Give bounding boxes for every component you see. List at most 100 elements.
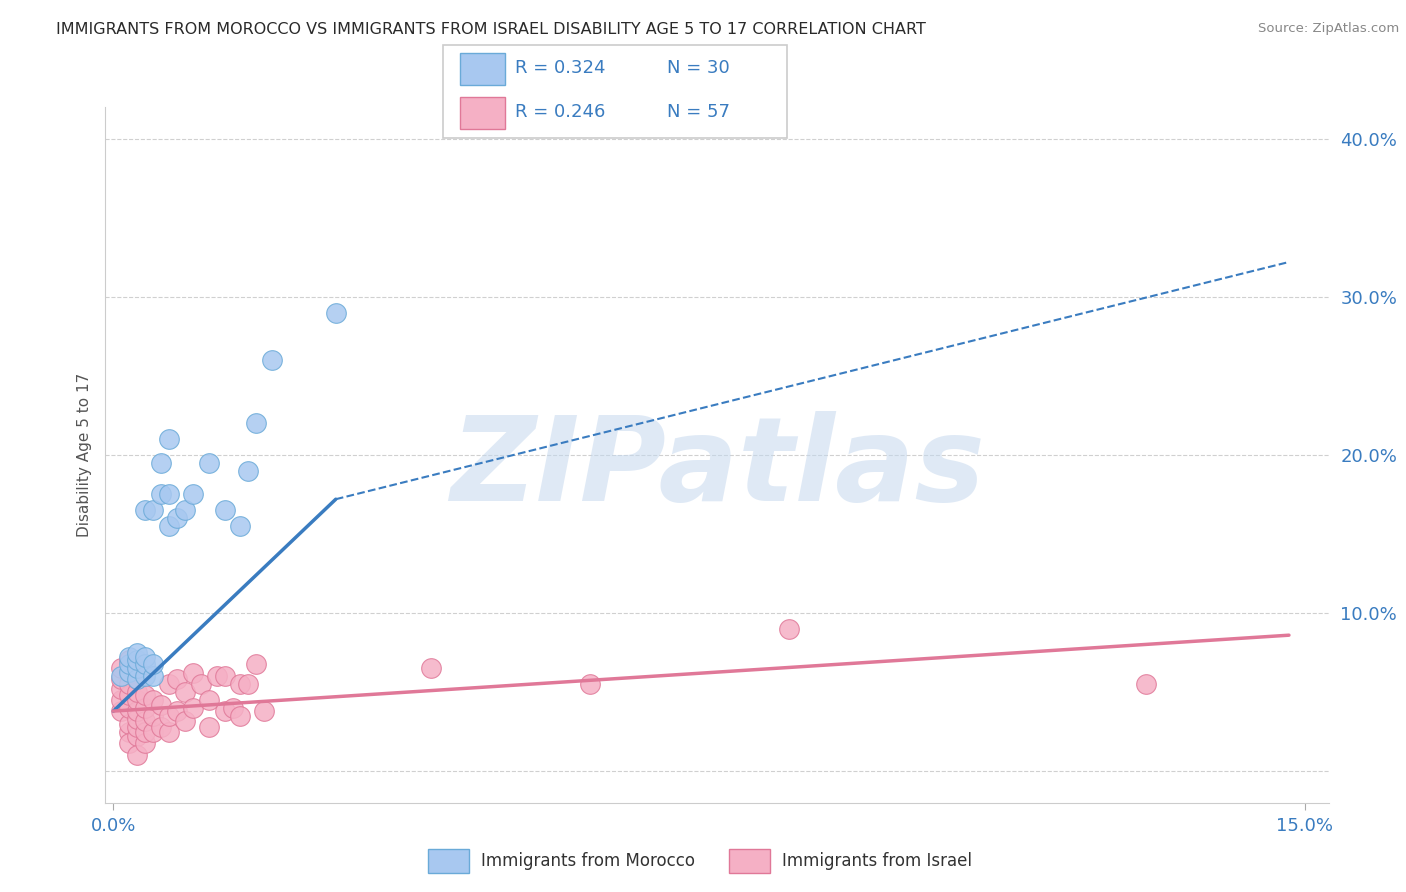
- Point: [118, 724, 141, 739]
- Text: Source: ZipAtlas.com: Source: ZipAtlas.com: [1258, 22, 1399, 36]
- Point: [134, 688, 156, 702]
- Point: [214, 669, 236, 683]
- Text: N = 30: N = 30: [666, 60, 730, 78]
- Point: [127, 693, 149, 707]
- Point: [229, 677, 252, 691]
- Text: N = 57: N = 57: [666, 103, 730, 121]
- Point: [150, 487, 173, 501]
- Point: [142, 724, 165, 739]
- Bar: [427, 849, 470, 873]
- Point: [142, 693, 165, 707]
- Point: [134, 657, 156, 671]
- Text: Immigrants from Morocco: Immigrants from Morocco: [481, 852, 695, 870]
- Point: [173, 685, 195, 699]
- Point: [127, 673, 149, 687]
- Point: [127, 646, 149, 660]
- FancyBboxPatch shape: [443, 45, 787, 138]
- Point: [127, 712, 149, 726]
- Point: [173, 503, 195, 517]
- Point: [229, 519, 252, 533]
- Point: [245, 417, 267, 431]
- Point: [142, 669, 165, 683]
- Point: [134, 724, 156, 739]
- Point: [197, 693, 219, 707]
- Point: [118, 701, 141, 715]
- Point: [253, 704, 276, 718]
- Point: [1135, 677, 1157, 691]
- Point: [134, 669, 156, 683]
- Bar: [460, 97, 505, 129]
- Point: [134, 736, 156, 750]
- Point: [157, 708, 180, 723]
- Point: [157, 519, 180, 533]
- Point: [778, 622, 800, 636]
- Point: [134, 503, 156, 517]
- Point: [262, 353, 284, 368]
- Point: [134, 701, 156, 715]
- Point: [150, 720, 173, 734]
- Point: [150, 456, 173, 470]
- Point: [118, 653, 141, 667]
- Y-axis label: Disability Age 5 to 17: Disability Age 5 to 17: [76, 373, 91, 537]
- Point: [238, 464, 260, 478]
- Point: [118, 736, 141, 750]
- Point: [181, 487, 204, 501]
- Point: [166, 511, 188, 525]
- Text: R = 0.324: R = 0.324: [515, 60, 606, 78]
- Point: [118, 665, 141, 679]
- Point: [166, 673, 188, 687]
- Point: [142, 708, 165, 723]
- Point: [118, 716, 141, 731]
- Point: [190, 677, 212, 691]
- Point: [142, 657, 165, 671]
- Point: [118, 665, 141, 679]
- Point: [110, 704, 132, 718]
- Point: [118, 657, 141, 671]
- Point: [229, 708, 252, 723]
- Text: ZIPatlas: ZIPatlas: [450, 411, 984, 526]
- Point: [127, 720, 149, 734]
- Point: [579, 677, 602, 691]
- Point: [197, 456, 219, 470]
- Point: [118, 650, 141, 665]
- Point: [197, 720, 219, 734]
- Point: [181, 701, 204, 715]
- Point: [127, 673, 149, 687]
- Point: [325, 305, 347, 319]
- Point: [127, 748, 149, 763]
- Point: [157, 487, 180, 501]
- Point: [110, 693, 132, 707]
- Point: [127, 685, 149, 699]
- Point: [142, 503, 165, 517]
- Point: [238, 677, 260, 691]
- Point: [205, 669, 228, 683]
- Point: [245, 657, 267, 671]
- Point: [110, 669, 132, 683]
- Point: [214, 704, 236, 718]
- Point: [127, 661, 149, 675]
- Point: [173, 714, 195, 728]
- Point: [118, 688, 141, 702]
- Bar: [728, 849, 770, 873]
- Text: R = 0.246: R = 0.246: [515, 103, 606, 121]
- Text: IMMIGRANTS FROM MOROCCO VS IMMIGRANTS FROM ISRAEL DISABILITY AGE 5 TO 17 CORRELA: IMMIGRANTS FROM MOROCCO VS IMMIGRANTS FR…: [56, 22, 927, 37]
- Point: [127, 704, 149, 718]
- Point: [157, 677, 180, 691]
- Point: [127, 730, 149, 744]
- Point: [134, 714, 156, 728]
- Point: [420, 661, 443, 675]
- Point: [110, 681, 132, 696]
- Text: Immigrants from Israel: Immigrants from Israel: [782, 852, 972, 870]
- Point: [127, 653, 149, 667]
- Point: [166, 704, 188, 718]
- Point: [110, 661, 132, 675]
- Point: [150, 698, 173, 712]
- Point: [110, 673, 132, 687]
- Point: [221, 701, 243, 715]
- Bar: [460, 53, 505, 85]
- Point: [157, 432, 180, 446]
- Point: [157, 724, 180, 739]
- Point: [127, 661, 149, 675]
- Point: [134, 650, 156, 665]
- Point: [118, 677, 141, 691]
